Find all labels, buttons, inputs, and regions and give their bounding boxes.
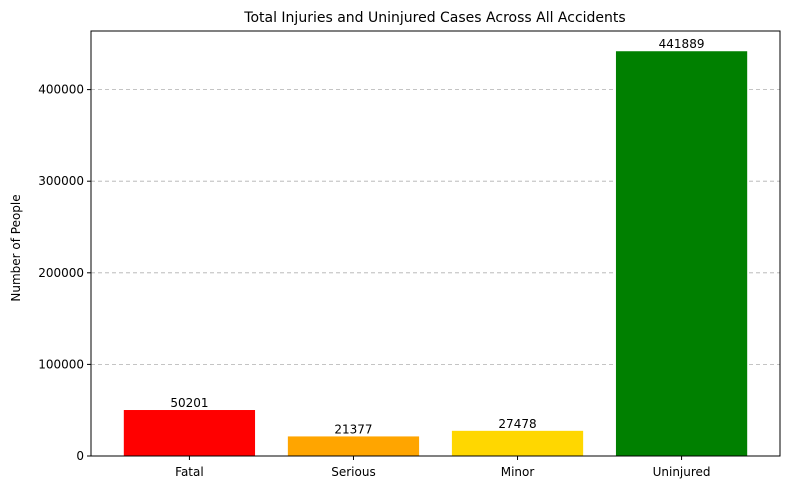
y-tick-label: 300000 [38,174,84,188]
bar-fatal [123,410,256,456]
data-label-minor: 27478 [498,417,536,431]
y-axis-label: Number of People [9,194,23,301]
y-tick-label: 100000 [38,357,84,371]
bar-minor [451,430,584,456]
data-labels: 50201 21377 27478 441889 [170,37,704,436]
data-label-uninjured: 441889 [659,37,705,51]
plot-area-frame [90,30,781,457]
x-tick-label-minor: Minor [501,465,535,479]
bar-uninjured [615,51,748,456]
bars [123,51,748,456]
x-tick-label-serious: Serious [331,465,375,479]
y-tick-label: 400000 [38,83,84,97]
bar-serious [287,436,420,456]
x-axis-ticks: Fatal Serious Minor Uninjured [175,456,711,479]
y-tick-label: 0 [76,449,84,463]
chart-title: Total Injuries and Uninjured Cases Acros… [243,10,625,26]
data-label-fatal: 50201 [170,396,208,410]
x-tick-label-uninjured: Uninjured [653,465,711,479]
y-axis-ticks: 0 100000 200000 300000 400000 [38,83,91,463]
data-label-serious: 21377 [334,422,372,436]
y-tick-label: 200000 [38,266,84,280]
x-tick-label-fatal: Fatal [175,465,204,479]
